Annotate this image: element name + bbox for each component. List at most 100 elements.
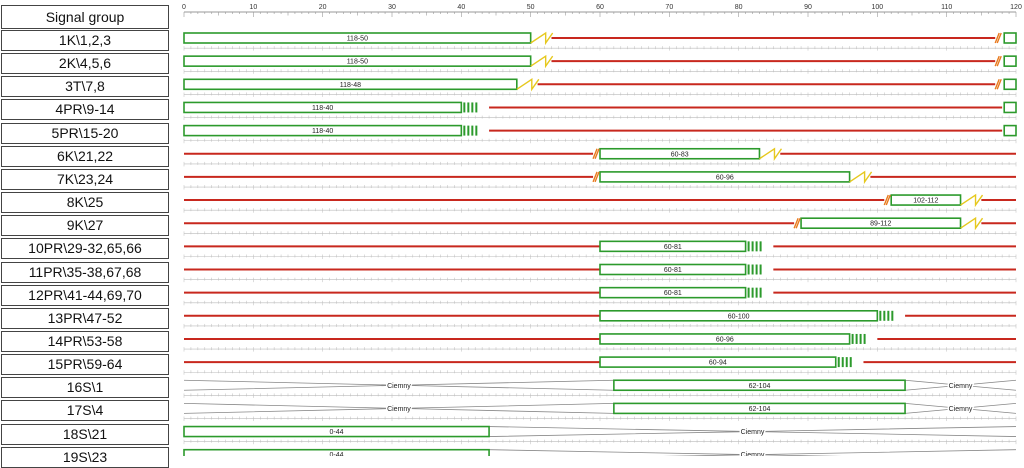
amber-phase bbox=[530, 31, 554, 46]
timing-row: 102-112 bbox=[183, 193, 1017, 213]
timing-row: 60-83 bbox=[183, 147, 1017, 167]
axis-tick-label: 90 bbox=[804, 4, 812, 11]
green-phase-label: 60-96 bbox=[716, 174, 734, 181]
signal-group-row[interactable]: 16S\1 bbox=[1, 377, 169, 399]
axis-tick-label: 100 bbox=[871, 4, 883, 11]
signal-group-row[interactable]: 2K\4,5,6 bbox=[1, 53, 169, 75]
green-phase-label: 118-50 bbox=[347, 59, 368, 66]
green-phase-label: 60-81 bbox=[664, 290, 682, 297]
green-phase-bar bbox=[800, 217, 962, 229]
timing-row: Ciemny 0-44 bbox=[183, 448, 1017, 456]
timing-row: 60-96 bbox=[183, 333, 1017, 352]
amber-phase bbox=[759, 147, 783, 161]
green-phase-bar bbox=[183, 78, 518, 91]
dark-period bbox=[489, 449, 1017, 456]
signal-group-row[interactable]: 6K\21,22 bbox=[1, 145, 169, 167]
green-phase-label: 118-40 bbox=[312, 128, 333, 135]
dark-period bbox=[183, 403, 614, 414]
signal-group-row[interactable]: 4PR\9-14 bbox=[1, 99, 169, 121]
red-amber-phase bbox=[994, 55, 1002, 67]
timing-row: 60-81 bbox=[183, 240, 1017, 259]
signal-group-row[interactable]: 18S\21 bbox=[1, 423, 169, 445]
amber-phase bbox=[960, 216, 984, 231]
timing-row: Ciemny 0-44 bbox=[183, 425, 1017, 445]
dark-period bbox=[905, 403, 1017, 414]
dark-period-label: Ciemny bbox=[949, 383, 973, 390]
axis-tick-label: 10 bbox=[249, 4, 257, 11]
signal-group-row[interactable]: 17S\4 bbox=[1, 400, 169, 422]
signal-group-row[interactable]: 3T\7,8 bbox=[1, 76, 169, 98]
timing-row: 118-50 bbox=[183, 31, 1017, 51]
green-phase-label: 0-44 bbox=[330, 429, 344, 436]
signal-group-row[interactable]: 5PR\15-20 bbox=[1, 122, 169, 144]
green-phase-bar bbox=[183, 124, 463, 137]
green-phase-label: 60-81 bbox=[664, 267, 682, 274]
dark-period-label: Ciemny bbox=[949, 406, 973, 413]
red-amber-phase bbox=[592, 148, 600, 160]
green-phase-bar bbox=[183, 55, 532, 67]
timing-row: 118-40 bbox=[183, 101, 1017, 121]
red-amber-phase bbox=[592, 171, 600, 183]
green-phase-label: 89-112 bbox=[870, 221, 891, 228]
timing-row: Ciemny Ciemny 62-104 bbox=[183, 402, 1017, 422]
axis-tick-label: 120 bbox=[1010, 4, 1022, 11]
green-phase-tail bbox=[1003, 32, 1017, 44]
red-amber-phase bbox=[883, 194, 891, 206]
signal-group-row[interactable]: 11PR\35-38,67,68 bbox=[1, 261, 169, 283]
timing-row: Ciemny Ciemny 62-104 bbox=[183, 379, 1017, 398]
green-phase-label: 60-81 bbox=[664, 244, 682, 251]
dark-period bbox=[489, 426, 1017, 437]
green-phase-tail bbox=[1003, 101, 1017, 114]
axis-tick-label: 30 bbox=[388, 4, 396, 11]
signal-group-row[interactable]: 13PR\47-52 bbox=[1, 307, 169, 329]
axis-tick-label: 50 bbox=[527, 4, 535, 11]
green-phase-label: 60-83 bbox=[671, 151, 689, 158]
axis-tick-label: 40 bbox=[457, 4, 465, 11]
green-phase-bar bbox=[599, 286, 747, 299]
timing-row: 118-48 bbox=[183, 77, 1017, 97]
signal-group-row[interactable]: 7K\23,24 bbox=[1, 168, 169, 190]
green-phase-bar bbox=[599, 356, 837, 368]
signal-group-row[interactable]: 1K\1,2,3 bbox=[1, 30, 169, 51]
signal-group-row[interactable]: 14PR\53-58 bbox=[1, 330, 169, 352]
green-phase-tail bbox=[1003, 124, 1017, 137]
green-phase-label: 60-94 bbox=[709, 360, 727, 367]
timing-row: 60-94 bbox=[183, 356, 1017, 375]
axis-tick-label: 60 bbox=[596, 4, 604, 11]
timing-row: 118-50 bbox=[183, 54, 1017, 74]
signal-group-row[interactable]: 15PR\59-64 bbox=[1, 354, 169, 376]
signal-group-row[interactable]: 8K\25 bbox=[1, 192, 169, 214]
axis-tick-label: 0 bbox=[182, 4, 186, 11]
green-phase-label: 60-96 bbox=[716, 336, 734, 343]
green-phase-bar bbox=[599, 147, 761, 160]
green-phase-bar bbox=[183, 101, 463, 114]
green-phase-tail bbox=[1003, 78, 1017, 91]
top-axis: 0 10 20 30 40 50 60 70 80 90 100 110 120 bbox=[182, 4, 1022, 17]
green-phase-label: 102-112 bbox=[913, 198, 938, 205]
green-phase-bar bbox=[890, 194, 962, 206]
axis-tick-label: 80 bbox=[735, 4, 743, 11]
green-phase-label: 0-44 bbox=[330, 452, 344, 456]
signal-group-row[interactable]: 12PR\41-44,69,70 bbox=[1, 284, 169, 306]
green-phase-label: 62-104 bbox=[749, 383, 771, 390]
green-phase-label: 118-40 bbox=[312, 105, 333, 112]
timing-diagram: 0 10 20 30 40 50 60 70 80 90 100 110 1200 10 20 30 40 50 6… bbox=[182, 4, 1022, 456]
green-phase-bar bbox=[183, 448, 490, 456]
timing-row: 89-112 bbox=[183, 216, 1017, 236]
dark-period bbox=[183, 379, 614, 391]
signal-group-header: Signal group bbox=[1, 5, 169, 29]
dark-period-label: Ciemny bbox=[741, 452, 765, 456]
dark-period-label: Ciemny bbox=[387, 383, 411, 390]
dark-period bbox=[905, 379, 1017, 391]
green-phase-tail bbox=[1003, 55, 1017, 67]
amber-phase bbox=[960, 193, 984, 208]
green-phase-bar bbox=[183, 32, 532, 44]
green-phase-label: 118-50 bbox=[347, 36, 368, 43]
timing-row: 118-40 bbox=[183, 124, 1017, 144]
timing-row: 60-96 bbox=[183, 170, 1017, 190]
red-amber-phase bbox=[793, 217, 801, 229]
signal-group-row[interactable]: 10PR\29-32,65,66 bbox=[1, 238, 169, 260]
signal-group-row[interactable]: 9K\27 bbox=[1, 215, 169, 237]
amber-phase bbox=[516, 77, 540, 92]
green-phase-label: 118-48 bbox=[340, 82, 361, 89]
